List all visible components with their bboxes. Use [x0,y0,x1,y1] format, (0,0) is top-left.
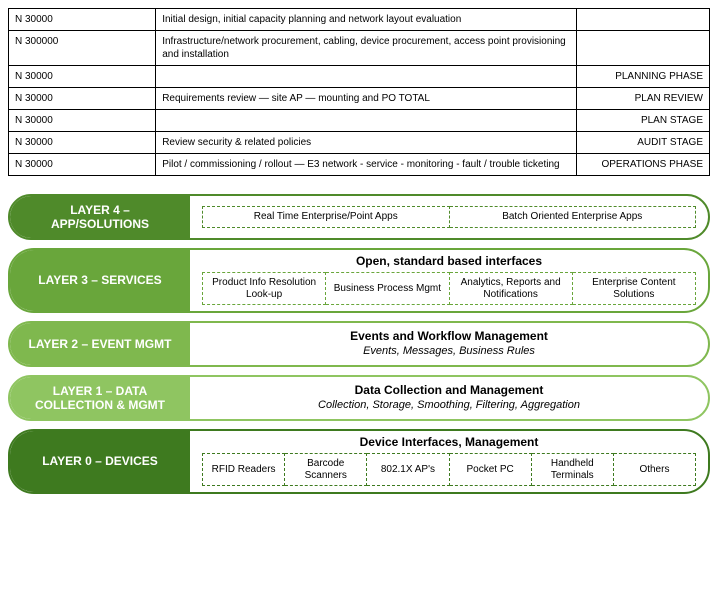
table-row: N 30000Pilot / commissioning / rollout —… [9,154,710,176]
architecture-diagram: LAYER 4 – APP/SOLUTIONS Real Time Enterpr… [8,194,710,494]
layer-heading: Open, standard based interfaces [202,254,696,268]
layer-label: LAYER 1 – DATA COLLECTION & MGMT [10,377,190,419]
layer: LAYER 0 – DEVICESDevice Interfaces, Mana… [8,429,710,494]
layer-label: LAYER 3 – SERVICES [10,250,190,311]
layer: LAYER 4 – APP/SOLUTIONS Real Time Enterpr… [8,194,710,240]
layer-label: LAYER 2 – EVENT MGMT [10,323,190,365]
layer-cell: Real Time Enterprise/Point Apps [202,206,450,228]
cost-cell: N 30000 [9,110,156,132]
layer-cell: Others [614,453,696,486]
layer-heading: Data Collection and Management [202,383,696,397]
table-row: N 30000 PLAN STAGE [9,110,710,132]
phase-cell: PLAN REVIEW [576,88,709,110]
phase-cell: PLAN STAGE [576,110,709,132]
desc-cell [156,110,577,132]
cost-table: N 30000Initial design, initial capacity … [8,8,710,176]
layer: LAYER 1 – DATA COLLECTION & MGMTData Col… [8,375,710,421]
phase-cell: PLANNING PHASE [576,66,709,88]
table-row: N 30000 PLANNING PHASE [9,66,710,88]
phase-cell: AUDIT STAGE [576,132,709,154]
cost-cell: N 30000 [9,154,156,176]
cost-cell: N 300000 [9,31,156,66]
layer-label: LAYER 4 – APP/SOLUTIONS [10,196,190,238]
desc-cell [156,66,577,88]
layer-cell: Handheld Terminals [532,453,614,486]
layer-body: Open, standard based interfaces Product I… [190,250,708,311]
phase-cell [576,31,709,66]
layer-cell: Batch Oriented Enterprise Apps [450,206,697,228]
layer-cell: Product Info Resolution Look-up [202,272,326,305]
layer: LAYER 2 – EVENT MGMTEvents and Workflow … [8,321,710,367]
table-row: N 300000Infrastructure/network procureme… [9,31,710,66]
layer-heading: Device Interfaces, Management [202,435,696,449]
desc-cell: Infrastructure/network procurement, cabl… [156,31,577,66]
layer-subheading: Events, Messages, Business Rules [202,345,696,357]
layer-cell: Analytics, Reports and Notifications [450,272,573,305]
layer-cell: Pocket PC [450,453,532,486]
cost-cell: N 30000 [9,132,156,154]
table-row: N 30000Requirements review — site AP — m… [9,88,710,110]
layer-body: Data Collection and Management Collection… [190,377,708,419]
phase-cell [576,9,709,31]
layer-body: Device Interfaces, Management RFID Reader… [190,431,708,492]
desc-cell: Requirements review — site AP — mounting… [156,88,577,110]
layer-cells: RFID ReadersBarcode Scanners802.1X AP'sP… [202,453,696,486]
table-row: N 30000Initial design, initial capacity … [9,9,710,31]
layer-heading: Events and Workflow Management [202,329,696,343]
layer-cell: Barcode Scanners [285,453,367,486]
desc-cell: Pilot / commissioning / rollout — E3 net… [156,154,577,176]
layer-cells: Real Time Enterprise/Point AppsBatch Ori… [202,206,696,228]
layer-body: Events and Workflow Management Events, Me… [190,323,708,365]
layer-label: LAYER 0 – DEVICES [10,431,190,492]
layer: LAYER 3 – SERVICESOpen, standard based i… [8,248,710,313]
layer-cell: RFID Readers [202,453,285,486]
layer-cell: Business Process Mgmt [326,272,449,305]
cost-cell: N 30000 [9,66,156,88]
cost-cell: N 30000 [9,9,156,31]
layer-cell: 802.1X AP's [367,453,449,486]
layer-cells: Product Info Resolution Look-upBusiness … [202,272,696,305]
desc-cell: Review security & related policies [156,132,577,154]
cost-cell: N 30000 [9,88,156,110]
layer-body: Real Time Enterprise/Point AppsBatch Ori… [190,196,708,238]
table-row: N 30000Review security & related policie… [9,132,710,154]
layer-cell: Enterprise Content Solutions [573,272,696,305]
desc-cell: Initial design, initial capacity plannin… [156,9,577,31]
phase-cell: OPERATIONS PHASE [576,154,709,176]
layer-subheading: Collection, Storage, Smoothing, Filterin… [202,399,696,411]
